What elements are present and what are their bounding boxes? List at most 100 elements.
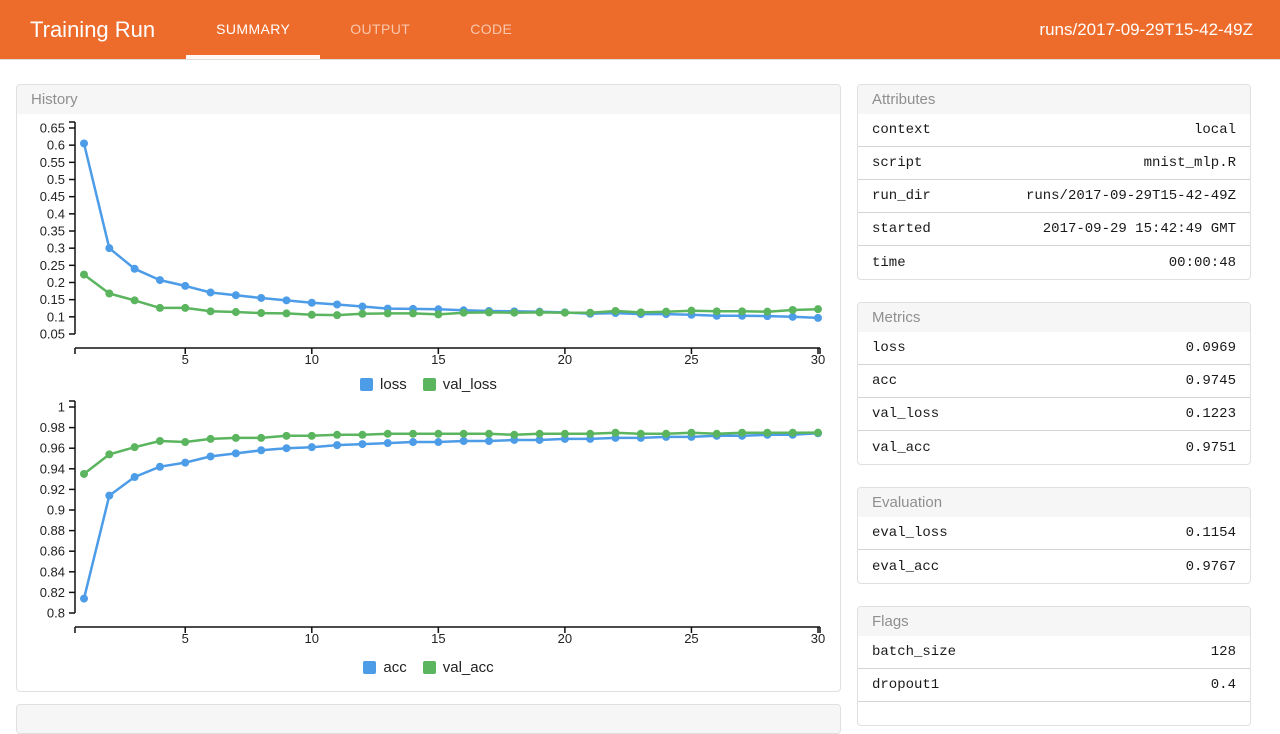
attribute-key: time xyxy=(872,254,906,271)
metric-value: 0.0969 xyxy=(1185,340,1236,356)
metric-row-loss: loss 0.0969 xyxy=(858,332,1250,365)
legend-item-val_loss: val_loss xyxy=(422,376,497,393)
attribute-value: 2017-09-29 15:42:49 GMT xyxy=(1042,221,1236,237)
svg-text:25: 25 xyxy=(684,631,698,646)
history-panel-title: History xyxy=(17,85,840,114)
metric-key: acc xyxy=(872,373,898,389)
legend-item-loss: loss xyxy=(360,376,407,393)
flags-panel: Flags batch_size 128 dropout1 0.4 xyxy=(857,606,1251,726)
legend-item-acc: acc xyxy=(363,658,407,676)
svg-text:0.45: 0.45 xyxy=(40,189,65,204)
evaluation-row-eval-acc: eval_acc 0.9767 xyxy=(858,550,1250,583)
svg-text:0.92: 0.92 xyxy=(40,482,65,497)
legend-swatch-icon xyxy=(422,377,436,391)
flag-key: dropout1 xyxy=(872,677,940,693)
svg-text:20: 20 xyxy=(558,631,572,646)
attribute-key: context xyxy=(872,122,931,138)
metric-key: val_acc xyxy=(872,439,931,456)
flag-key: batch_size xyxy=(872,644,957,660)
tab-code[interactable]: CODE xyxy=(470,21,513,37)
legend-swatch-icon xyxy=(422,660,436,674)
metric-key: loss xyxy=(872,340,906,356)
legend-label: loss xyxy=(380,375,407,393)
attribute-row-context: context local xyxy=(858,114,1250,147)
attribute-row-time: time 00:00:48 xyxy=(858,246,1250,279)
attribute-row-run-dir: run_dir runs/2017-09-29T15-42-49Z xyxy=(858,180,1250,213)
svg-text:0.88: 0.88 xyxy=(40,523,65,538)
svg-text:0.98: 0.98 xyxy=(40,420,65,435)
evaluation-key: eval_acc xyxy=(872,558,940,575)
svg-text:0.05: 0.05 xyxy=(40,327,65,342)
flag-row-batch-size: batch_size 128 xyxy=(858,636,1250,669)
attribute-key: run_dir xyxy=(872,188,931,204)
accuracy-chart-legend: acc val_acc xyxy=(17,658,840,676)
evaluation-row-eval-loss: eval_loss 0.1154 xyxy=(858,517,1250,550)
attributes-panel: Attributes context local script mnist_ml… xyxy=(857,84,1251,280)
tab-bar: SUMMARY OUTPUT CODE xyxy=(186,0,542,59)
flags-panel-title: Flags xyxy=(858,607,1250,636)
svg-text:0.86: 0.86 xyxy=(40,544,65,559)
evaluation-value: 0.1154 xyxy=(1185,525,1236,541)
svg-text:5: 5 xyxy=(182,352,189,367)
svg-text:15: 15 xyxy=(431,631,445,646)
legend-item-val_acc: val_acc xyxy=(422,658,494,676)
svg-text:0.5: 0.5 xyxy=(47,172,65,187)
svg-text:0.82: 0.82 xyxy=(40,585,65,600)
attribute-value: mnist_mlp.R xyxy=(1143,155,1236,171)
accuracy-history-chart: 0.80.820.840.860.880.90.920.940.960.9815… xyxy=(40,400,826,647)
svg-text:15: 15 xyxy=(431,352,445,367)
evaluation-value: 0.9767 xyxy=(1185,558,1236,575)
loss-chart-legend: loss val_loss xyxy=(17,375,840,393)
svg-text:0.55: 0.55 xyxy=(40,155,65,170)
svg-text:0.15: 0.15 xyxy=(40,292,65,307)
history-panel: History 0.05 0.1 0.15 0.2 0.25 0.3 0.35 0.4 0.45… xyxy=(16,84,841,692)
svg-text:0.35: 0.35 xyxy=(40,224,65,239)
metric-row-val-acc: val_acc 0.9751 xyxy=(858,431,1250,464)
legend-swatch-icon xyxy=(360,377,374,391)
svg-text:0.2: 0.2 xyxy=(47,275,65,290)
flag-value: 0.4 xyxy=(1210,677,1236,693)
tab-output[interactable]: OUTPUT xyxy=(350,21,411,37)
tab-summary[interactable]: SUMMARY xyxy=(186,0,321,59)
legend-label: acc xyxy=(383,658,407,676)
attribute-key: script xyxy=(872,155,923,171)
legend-label: val_acc xyxy=(442,658,494,676)
app-header: Training Run SUMMARY OUTPUT CODE runs/20… xyxy=(0,0,1280,59)
svg-text:30: 30 xyxy=(811,631,825,646)
svg-text:0.84: 0.84 xyxy=(40,564,65,579)
svg-text:0.65: 0.65 xyxy=(40,121,65,136)
metric-value: 0.1223 xyxy=(1185,406,1236,422)
svg-text:1: 1 xyxy=(58,400,65,415)
metrics-panel: Metrics loss 0.0969 acc 0.9745 val_loss … xyxy=(857,302,1251,465)
svg-text:20: 20 xyxy=(558,352,572,367)
attribute-row-started: started 2017-09-29 15:42:49 GMT xyxy=(858,213,1250,246)
svg-text:5: 5 xyxy=(182,631,189,646)
svg-text:10: 10 xyxy=(305,352,319,367)
metric-key: val_loss xyxy=(872,406,940,422)
svg-text:30: 30 xyxy=(811,352,825,367)
metrics-panel-title: Metrics xyxy=(858,303,1250,332)
metric-row-acc: acc 0.9745 xyxy=(858,365,1250,398)
svg-text:25: 25 xyxy=(684,352,698,367)
metric-row-val-loss: val_loss 0.1223 xyxy=(858,398,1250,431)
attribute-value: 00:00:48 xyxy=(1168,254,1236,271)
attribute-row-script: script mnist_mlp.R xyxy=(858,147,1250,180)
attribute-value: runs/2017-09-29T15-42-49Z xyxy=(1025,188,1236,204)
svg-text:0.1: 0.1 xyxy=(47,309,65,324)
run-directory-label: runs/2017-09-29T15-42-49Z xyxy=(1039,20,1253,39)
loss-history-chart: 0.05 0.1 0.15 0.2 0.25 0.3 0.35 0.4 0.45 0.5 0.55 0… xyxy=(40,121,826,368)
attribute-key: started xyxy=(872,221,931,237)
attribute-value: local xyxy=(1193,122,1236,138)
svg-text:0.94: 0.94 xyxy=(40,461,65,476)
metric-value: 0.9745 xyxy=(1185,373,1236,389)
svg-text:0.6: 0.6 xyxy=(47,138,65,153)
flag-value: 128 xyxy=(1210,644,1236,660)
svg-text:0.4: 0.4 xyxy=(47,206,65,221)
app-title: Training Run xyxy=(30,17,156,42)
svg-text:0.25: 0.25 xyxy=(40,258,65,273)
svg-text:0.96: 0.96 xyxy=(40,441,65,456)
evaluation-panel-title: Evaluation xyxy=(858,488,1250,517)
next-panel-cutoff xyxy=(16,704,841,734)
svg-text:0.8: 0.8 xyxy=(47,606,65,621)
legend-swatch-icon xyxy=(363,660,377,674)
